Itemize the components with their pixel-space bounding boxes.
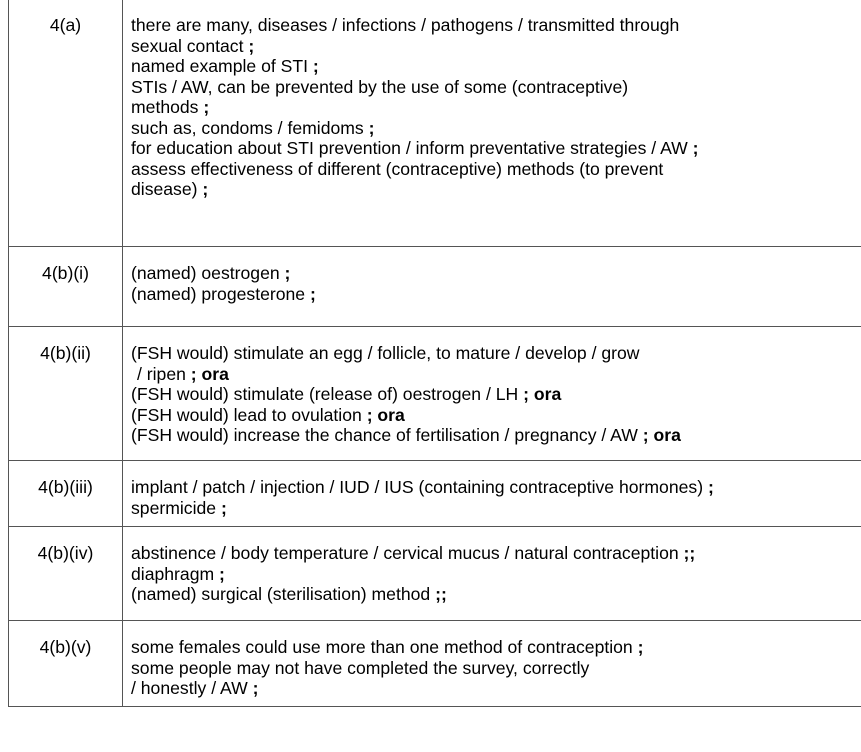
answer-line: abstinence / body temperature / cervical… bbox=[131, 543, 861, 564]
answer-text: (FSH would) stimulate (release of) oestr… bbox=[131, 384, 519, 404]
answer-line: such as, condoms / femidoms ; bbox=[131, 118, 861, 139]
answer-text: (named) oestrogen bbox=[131, 263, 280, 283]
question-number: 4(b)(i) bbox=[8, 246, 123, 327]
answer-cell: (FSH would) stimulate an egg / follicle,… bbox=[122, 326, 861, 461]
answer-text: disease) bbox=[131, 179, 198, 199]
mark-symbol: ; bbox=[368, 117, 375, 138]
answer-text: (FSH would) increase the chance of ferti… bbox=[131, 425, 638, 445]
answer-text: / honestly / AW bbox=[131, 678, 248, 698]
answer-line: (FSH would) stimulate an egg / follicle,… bbox=[131, 343, 861, 364]
answer-line: named example of STI ; bbox=[131, 56, 861, 77]
answer-line: (FSH would) stimulate (release of) oestr… bbox=[131, 384, 861, 405]
answer-line: sexual contact ; bbox=[131, 36, 861, 57]
question-number: 4(b)(iii) bbox=[8, 460, 123, 527]
answer-text: (named) surgical (sterilisation) method bbox=[131, 584, 431, 604]
mark-symbol: ; bbox=[220, 497, 227, 518]
mark-symbol: ; bbox=[252, 678, 259, 698]
question-number: 4(b)(iv) bbox=[8, 526, 123, 621]
mark-symbol: ; ora bbox=[366, 404, 405, 425]
table-row: 4(b)(v) some females could use more than … bbox=[8, 620, 861, 707]
answer-text: implant / patch / injection / IUD / IUS … bbox=[131, 477, 704, 497]
table-row: 4(b)(i) (named) oestrogen ; (named) proges… bbox=[8, 246, 861, 327]
answer-text: abstinence / body temperature / cervical… bbox=[131, 543, 679, 563]
answer-text: assess effectiveness of different (contr… bbox=[131, 158, 664, 179]
answer-text: methods bbox=[131, 97, 199, 117]
answer-text: (FSH would) lead to ovulation bbox=[131, 404, 362, 425]
answer-text: such as, condoms / femidoms bbox=[131, 117, 364, 138]
answer-line: (named) progesterone ; bbox=[131, 284, 861, 305]
mark-symbol: ; bbox=[284, 263, 291, 283]
answer-text: sexual contact bbox=[131, 35, 244, 56]
answer-text: STIs / AW, can be prevented by the use o… bbox=[131, 76, 629, 97]
answer-line: (named) surgical (sterilisation) method … bbox=[131, 584, 861, 605]
answer-text: / ripen bbox=[137, 363, 186, 384]
answer-line: STIs / AW, can be prevented by the use o… bbox=[131, 77, 861, 98]
answer-line: (FSH would) increase the chance of ferti… bbox=[131, 425, 861, 446]
answer-line: / ripen ; ora bbox=[131, 364, 861, 385]
answer-text: (FSH would) stimulate an egg / follicle,… bbox=[131, 343, 640, 363]
mark-symbol: ; bbox=[202, 179, 209, 199]
mark-symbol: ; bbox=[219, 563, 225, 584]
answer-line: some people may not have completed the s… bbox=[131, 658, 861, 679]
mark-symbol: ; bbox=[692, 138, 699, 158]
answer-line: some females could use more than one met… bbox=[131, 637, 861, 658]
mark-symbol: ; ora bbox=[190, 363, 229, 384]
answer-cell: implant / patch / injection / IUD / IUS … bbox=[122, 460, 861, 527]
answer-line: there are many, diseases / infections / … bbox=[131, 15, 861, 36]
answer-text: (named) progesterone bbox=[131, 283, 306, 304]
table-row: 4(b)(ii) (FSH would) stimulate an egg / f… bbox=[8, 326, 861, 461]
mark-symbol: ; ora bbox=[523, 384, 562, 404]
answer-line: for education about STI prevention / inf… bbox=[131, 138, 861, 159]
answer-text: diaphragm bbox=[131, 563, 215, 584]
mark-symbol: ; bbox=[312, 56, 319, 76]
mark-symbol: ; bbox=[707, 477, 714, 497]
mark-symbol: ;; bbox=[683, 543, 696, 563]
table-row: 4(b)(iv) abstinence / body temperature / … bbox=[8, 526, 861, 621]
mark-symbol: ; bbox=[248, 35, 255, 56]
answer-cell: (named) oestrogen ; (named) progesterone … bbox=[122, 246, 861, 327]
answer-text: named example of STI bbox=[131, 56, 309, 76]
table-row: 4(a) there are many, diseases / infection… bbox=[8, 0, 861, 247]
answer-text: for education about STI prevention / inf… bbox=[131, 138, 688, 158]
answer-line: / honestly / AW ; bbox=[131, 678, 861, 699]
answer-cell: abstinence / body temperature / cervical… bbox=[122, 526, 861, 621]
answer-line: assess effectiveness of different (contr… bbox=[131, 159, 861, 180]
mark-scheme-table: 4(a) there are many, diseases / infection… bbox=[8, 0, 861, 707]
answer-line: methods ; bbox=[131, 97, 861, 118]
answer-text: spermicide bbox=[131, 497, 217, 518]
question-number: 4(a) bbox=[8, 0, 123, 247]
answer-cell: there are many, diseases / infections / … bbox=[122, 0, 861, 247]
answer-text: there are many, diseases / infections / … bbox=[131, 15, 680, 35]
answer-line: implant / patch / injection / IUD / IUS … bbox=[131, 477, 861, 498]
mark-symbol: ; ora bbox=[642, 425, 681, 445]
question-number: 4(b)(ii) bbox=[8, 326, 123, 461]
mark-symbol: ; bbox=[309, 283, 316, 304]
table-row: 4(b)(iii) implant / patch / injection / I… bbox=[8, 460, 861, 527]
answer-line: (FSH would) lead to ovulation ; ora bbox=[131, 405, 861, 426]
answer-text: some females could use more than one met… bbox=[131, 637, 633, 657]
answer-line: diaphragm ; bbox=[131, 564, 861, 585]
answer-line: (named) oestrogen ; bbox=[131, 263, 861, 284]
mark-symbol: ;; bbox=[435, 584, 447, 604]
answer-line: disease) ; bbox=[131, 179, 861, 200]
mark-symbol: ; bbox=[637, 637, 644, 657]
answer-cell: some females could use more than one met… bbox=[122, 620, 861, 707]
answer-text: some people may not have completed the s… bbox=[131, 657, 590, 678]
answer-line: spermicide ; bbox=[131, 498, 861, 519]
mark-scheme-body: 4(a) there are many, diseases / infection… bbox=[8, 0, 861, 707]
mark-symbol: ; bbox=[203, 97, 210, 117]
question-number: 4(b)(v) bbox=[8, 620, 123, 707]
